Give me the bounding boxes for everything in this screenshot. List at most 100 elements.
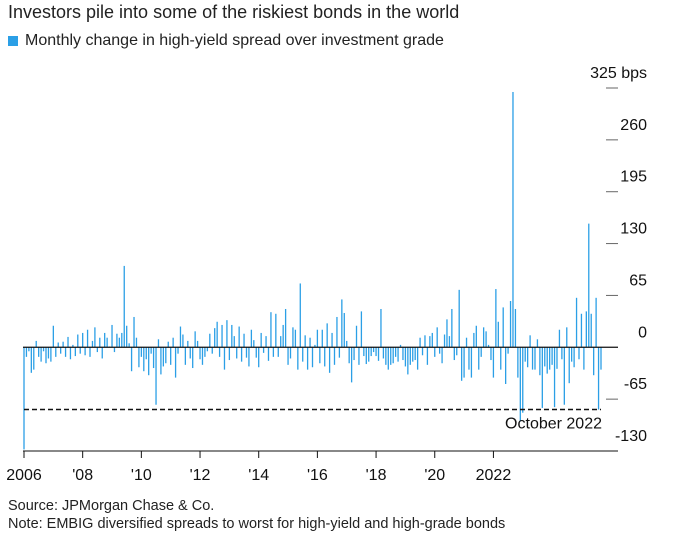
bar	[512, 91, 514, 348]
bar	[541, 347, 543, 408]
bar	[192, 347, 194, 369]
bar	[214, 328, 216, 348]
reference-line-group: October 2022	[24, 408, 602, 433]
bar	[292, 327, 294, 348]
bar	[245, 347, 248, 358]
y-tick-label: -65	[624, 376, 647, 393]
bar	[113, 347, 116, 353]
bar	[556, 347, 558, 369]
bar	[382, 347, 385, 359]
bar	[86, 329, 89, 348]
bar	[123, 265, 125, 348]
bar	[260, 332, 262, 348]
bar	[47, 347, 50, 359]
bar	[595, 297, 597, 348]
bar	[69, 347, 72, 360]
x-tick-label: '12	[190, 467, 211, 484]
bar	[116, 333, 118, 348]
bar	[152, 347, 155, 369]
bar	[534, 347, 536, 370]
bar	[536, 339, 539, 348]
bar	[294, 329, 297, 348]
bar	[150, 347, 152, 354]
bar	[155, 347, 157, 405]
bar	[407, 347, 409, 375]
bar	[250, 329, 253, 348]
x-tick-label: 2006	[6, 467, 42, 484]
bar	[502, 307, 504, 348]
y-tick-label: -130	[615, 428, 647, 445]
bar	[143, 347, 145, 372]
bar	[549, 347, 551, 370]
bar	[172, 337, 174, 348]
bar	[38, 347, 40, 357]
bar	[571, 347, 573, 362]
bar	[289, 347, 292, 359]
bar	[394, 347, 397, 357]
bar	[392, 347, 394, 364]
bar	[284, 308, 287, 348]
y-tick-label: 65	[629, 272, 647, 289]
bar	[453, 347, 455, 361]
bar	[223, 347, 226, 370]
bar	[509, 301, 512, 348]
bar	[443, 334, 446, 348]
bar	[304, 335, 306, 348]
bar	[590, 313, 592, 348]
bar	[35, 340, 37, 348]
bar	[358, 347, 360, 365]
bar	[563, 347, 565, 405]
bar	[377, 347, 380, 361]
bar	[182, 334, 184, 348]
bar	[505, 347, 507, 384]
bar	[485, 331, 487, 348]
bar	[157, 339, 160, 348]
bar	[299, 283, 301, 348]
bar	[424, 335, 426, 348]
bar	[436, 327, 438, 348]
bar	[529, 335, 531, 348]
bar	[91, 340, 94, 348]
bar	[463, 347, 465, 378]
bar	[240, 347, 243, 362]
bar	[221, 324, 223, 348]
bar	[519, 347, 521, 422]
bar	[218, 347, 221, 357]
bar	[593, 347, 595, 376]
bar	[360, 311, 363, 348]
legend: Monthly change in high-yield spread over…	[8, 32, 444, 50]
bar	[460, 347, 463, 381]
bar	[573, 347, 575, 368]
bar	[404, 347, 407, 367]
bar	[458, 289, 460, 348]
bar	[375, 347, 377, 357]
bar	[333, 347, 336, 365]
bar	[196, 340, 199, 348]
bar	[480, 347, 482, 357]
bar	[145, 347, 147, 360]
bar	[30, 347, 32, 373]
bar	[253, 340, 255, 348]
bar	[96, 347, 98, 353]
bar	[585, 311, 587, 348]
bar	[399, 344, 402, 348]
bar	[495, 289, 497, 348]
bar	[314, 344, 316, 348]
bar	[372, 347, 375, 353]
bar	[492, 347, 495, 378]
bar	[104, 332, 106, 348]
bar	[126, 325, 128, 348]
bar	[568, 347, 570, 384]
bar	[355, 325, 358, 348]
bar	[446, 319, 448, 348]
bar	[177, 347, 179, 354]
bar	[194, 331, 196, 348]
bar	[583, 347, 585, 370]
bar	[277, 347, 279, 357]
bar	[426, 347, 429, 365]
bar	[343, 312, 345, 348]
bar	[331, 332, 333, 348]
bar	[456, 347, 458, 356]
bar	[226, 320, 228, 348]
y-tick-label: 260	[620, 117, 647, 134]
